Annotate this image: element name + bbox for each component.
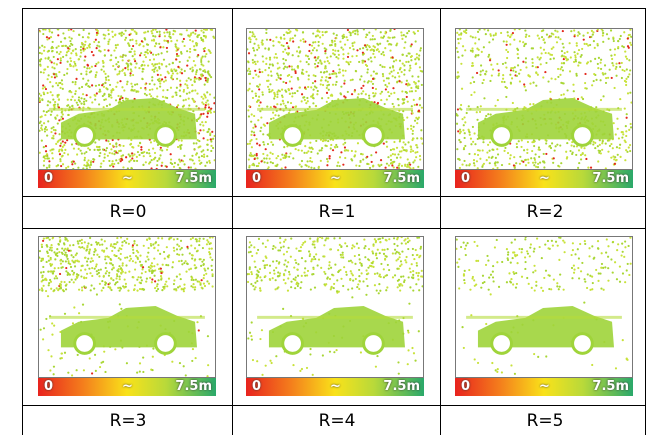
point-cloud-image <box>38 236 216 378</box>
point-cloud <box>247 237 423 377</box>
table-border <box>22 8 645 9</box>
colorbar: 0 ~7.5m <box>246 170 424 188</box>
table-border <box>22 228 645 229</box>
colorbar-max-label: 7.5m <box>175 170 212 188</box>
caption: R=4 <box>233 406 441 435</box>
colorbar-mid-label: ~ <box>539 170 550 188</box>
colorbar-min-label: 0 <box>44 378 53 396</box>
caption: R=3 <box>24 406 232 435</box>
point-cloud-image <box>455 236 633 378</box>
colorbar-max-label: 7.5m <box>592 170 629 188</box>
caption: R=5 <box>441 406 649 435</box>
point-cloud <box>247 29 423 169</box>
point-cloud <box>39 237 215 377</box>
point-cloud <box>456 29 632 169</box>
point-cloud <box>456 237 632 377</box>
point-cloud-image <box>246 236 424 378</box>
colorbar-mid-label: ~ <box>330 378 341 396</box>
colorbar: 0 ~7.5m <box>38 170 216 188</box>
point-cloud-image <box>38 28 216 170</box>
colorbar: 0 ~7.5m <box>246 378 424 396</box>
colorbar-mid-label: ~ <box>330 170 341 188</box>
colorbar-min-label: 0 <box>461 170 470 188</box>
colorbar-mid-label: ~ <box>122 378 133 396</box>
colorbar-min-label: 0 <box>461 378 470 396</box>
point-cloud-image <box>246 28 424 170</box>
colorbar-max-label: 7.5m <box>383 170 420 188</box>
caption: R=0 <box>24 197 232 227</box>
caption: R=2 <box>441 197 649 227</box>
colorbar-min-label: 0 <box>252 378 261 396</box>
colorbar-mid-label: ~ <box>539 378 550 396</box>
colorbar: 0 ~7.5m <box>455 378 633 396</box>
colorbar: 0 ~7.5m <box>455 170 633 188</box>
colorbar-max-label: 7.5m <box>383 378 420 396</box>
figure: 0 ~7.5m R=0 0 ~7.5m R=1 0 ~7.5m R=2 0 ~7.5m R=3 0 ~7.… <box>0 0 651 435</box>
colorbar-min-label: 0 <box>44 170 53 188</box>
colorbar-max-label: 7.5m <box>592 378 629 396</box>
colorbar-mid-label: ~ <box>122 170 133 188</box>
colorbar: 0 ~7.5m <box>38 378 216 396</box>
table-border <box>22 8 23 435</box>
colorbar-max-label: 7.5m <box>175 378 212 396</box>
caption: R=1 <box>233 197 441 227</box>
point-cloud <box>39 29 215 169</box>
colorbar-min-label: 0 <box>252 170 261 188</box>
point-cloud-image <box>455 28 633 170</box>
